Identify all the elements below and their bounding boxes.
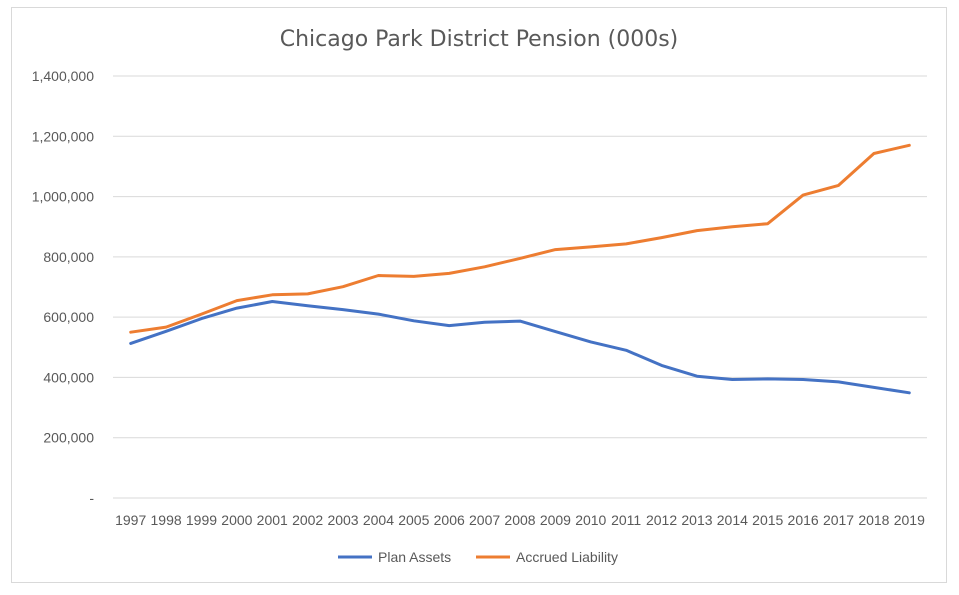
x-tick-label: 2004	[363, 512, 394, 528]
x-tick-label: 2015	[752, 512, 783, 528]
x-tick-label: 2001	[257, 512, 288, 528]
chart-frame	[11, 7, 947, 583]
x-tick-label: 1997	[115, 512, 146, 528]
y-tick-label: 1,000,000	[32, 189, 94, 205]
x-tick-label: 2017	[823, 512, 854, 528]
x-tick-label: 2018	[858, 512, 889, 528]
x-tick-label: 2007	[469, 512, 500, 528]
x-tick-label: 2006	[434, 512, 465, 528]
x-tick-label: 2005	[398, 512, 429, 528]
x-tick-label: 2016	[788, 512, 819, 528]
x-tick-label: 2000	[221, 512, 252, 528]
chart-title: Chicago Park District Pension (000s)	[280, 27, 679, 52]
x-tick-label: 1998	[151, 512, 182, 528]
y-tick-label: 1,200,000	[32, 128, 94, 144]
x-tick-label: 2008	[504, 512, 535, 528]
y-tick-label: 200,000	[43, 430, 94, 446]
x-tick-label: 2003	[327, 512, 358, 528]
y-tick-label: -	[89, 490, 94, 506]
y-tick-label: 600,000	[43, 309, 94, 325]
series-line-plan-assets	[129, 300, 911, 395]
x-tick-label: 2014	[717, 512, 748, 528]
x-tick-label: 2009	[540, 512, 571, 528]
x-tick-label: 1999	[186, 512, 217, 528]
legend-label-plan-assets: Plan Assets	[378, 549, 451, 565]
y-tick-label: 1,400,000	[32, 68, 94, 84]
y-tick-label: 400,000	[43, 369, 94, 385]
x-tick-label: 2011	[611, 512, 641, 528]
series-line-accrued-liability	[129, 143, 911, 334]
x-tick-label: 2013	[681, 512, 712, 528]
x-tick-label: 2010	[575, 512, 606, 528]
x-tick-label: 2002	[292, 512, 323, 528]
x-tick-label: 2012	[646, 512, 677, 528]
y-tick-label: 800,000	[43, 249, 94, 265]
legend-label-accrued-liability: Accrued Liability	[516, 549, 618, 565]
x-tick-label: 2019	[894, 512, 925, 528]
